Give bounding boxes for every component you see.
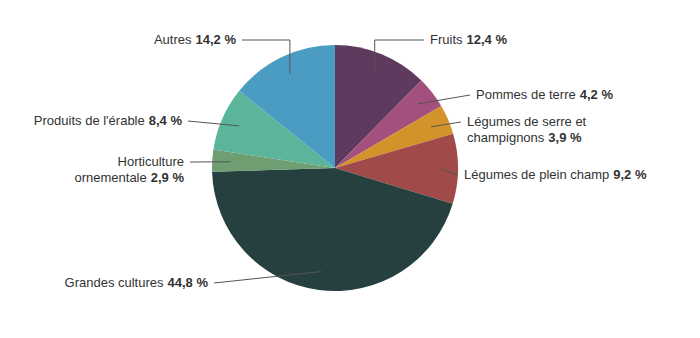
value-label: 3,9 %: [548, 130, 582, 145]
value-label: 4,2 %: [580, 87, 614, 102]
value-label: 12,4 %: [467, 32, 508, 47]
category-name: Pommes de terre: [476, 87, 576, 102]
category-name: Horticulture: [118, 154, 184, 169]
pie-slice: [212, 168, 453, 291]
slices: [212, 45, 458, 291]
category-name: Grandes cultures: [65, 275, 164, 290]
leader-line: [214, 272, 321, 283]
value-label: 8,4 %: [149, 113, 183, 128]
data-label: Produits de l'érable 8,4 %: [34, 113, 183, 128]
category-name: Produits de l'érable: [34, 113, 145, 128]
category-name: Autres: [154, 32, 192, 47]
leader-line: [375, 40, 424, 71]
leader-line: [418, 95, 470, 104]
category-name: ornementale: [74, 170, 146, 185]
data-label: Fruits 12,4 %: [430, 32, 507, 47]
leader-line: [190, 161, 231, 162]
pie-chart: Fruits 12,4 % Pommes de terre 4,2 % Légumes …: [0, 0, 700, 338]
data-label: Grandes cultures 44,8 %: [65, 275, 209, 290]
leader-line: [440, 169, 459, 175]
leader-line: [431, 122, 461, 127]
category-name: Légumes de serre et: [467, 114, 587, 129]
data-label: Pommes de terre 4,2 %: [476, 87, 613, 102]
category-name: Légumes de plein champ: [464, 167, 609, 182]
value-label: 14,2 %: [196, 32, 237, 47]
chart-root: Fruits 12,4 % Pommes de terre 4,2 % Légumes …: [0, 0, 700, 338]
value-label: 2,9 %: [151, 170, 185, 185]
data-label: Légumes de plein champ 9,2 %: [464, 167, 647, 182]
data-label: Autres 14,2 %: [154, 32, 236, 47]
leader-line: [242, 40, 290, 74]
labels: Fruits 12,4 % Pommes de terre 4,2 % Légumes …: [34, 32, 647, 290]
data-label: Horticultureornementale 2,9 %: [74, 154, 184, 185]
leader-line: [188, 121, 239, 126]
value-label: 9,2 %: [613, 167, 647, 182]
data-label: Légumes de serre etchampignons3,9 %: [467, 114, 587, 145]
category-name: Fruits: [430, 32, 463, 47]
category-name: champignons: [467, 130, 545, 145]
value-label: 44,8 %: [168, 275, 209, 290]
pie-slice: [239, 45, 335, 168]
